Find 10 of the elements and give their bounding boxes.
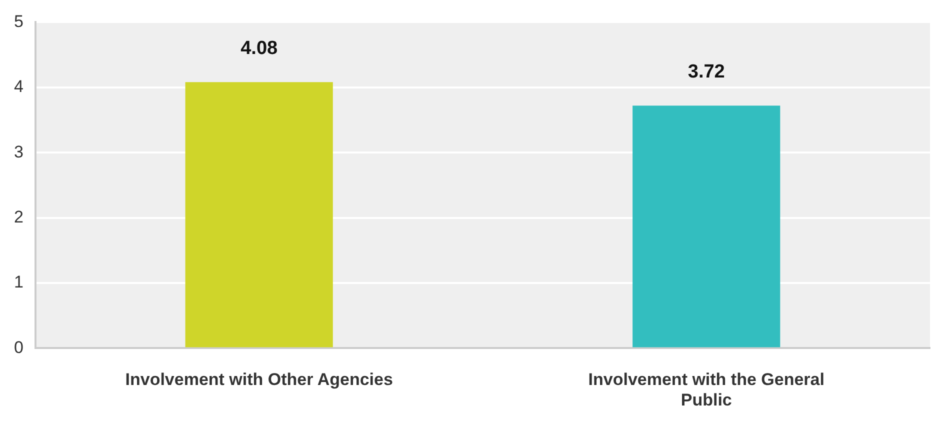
- y-tick-label: 3: [14, 142, 24, 162]
- y-tick-label: 5: [14, 12, 24, 31]
- y-tick-label: 4: [14, 77, 24, 96]
- y-tick-label: 2: [14, 207, 24, 226]
- data-label: 3.72: [688, 61, 725, 82]
- y-tick-label: 1: [14, 272, 24, 292]
- data-label: 4.08: [240, 38, 278, 59]
- x-tick-label: Involvement with the General Public: [588, 370, 824, 410]
- x-tick-label: Involvement with Other Agencies: [125, 370, 393, 390]
- y-tick-label: 0: [14, 338, 24, 357]
